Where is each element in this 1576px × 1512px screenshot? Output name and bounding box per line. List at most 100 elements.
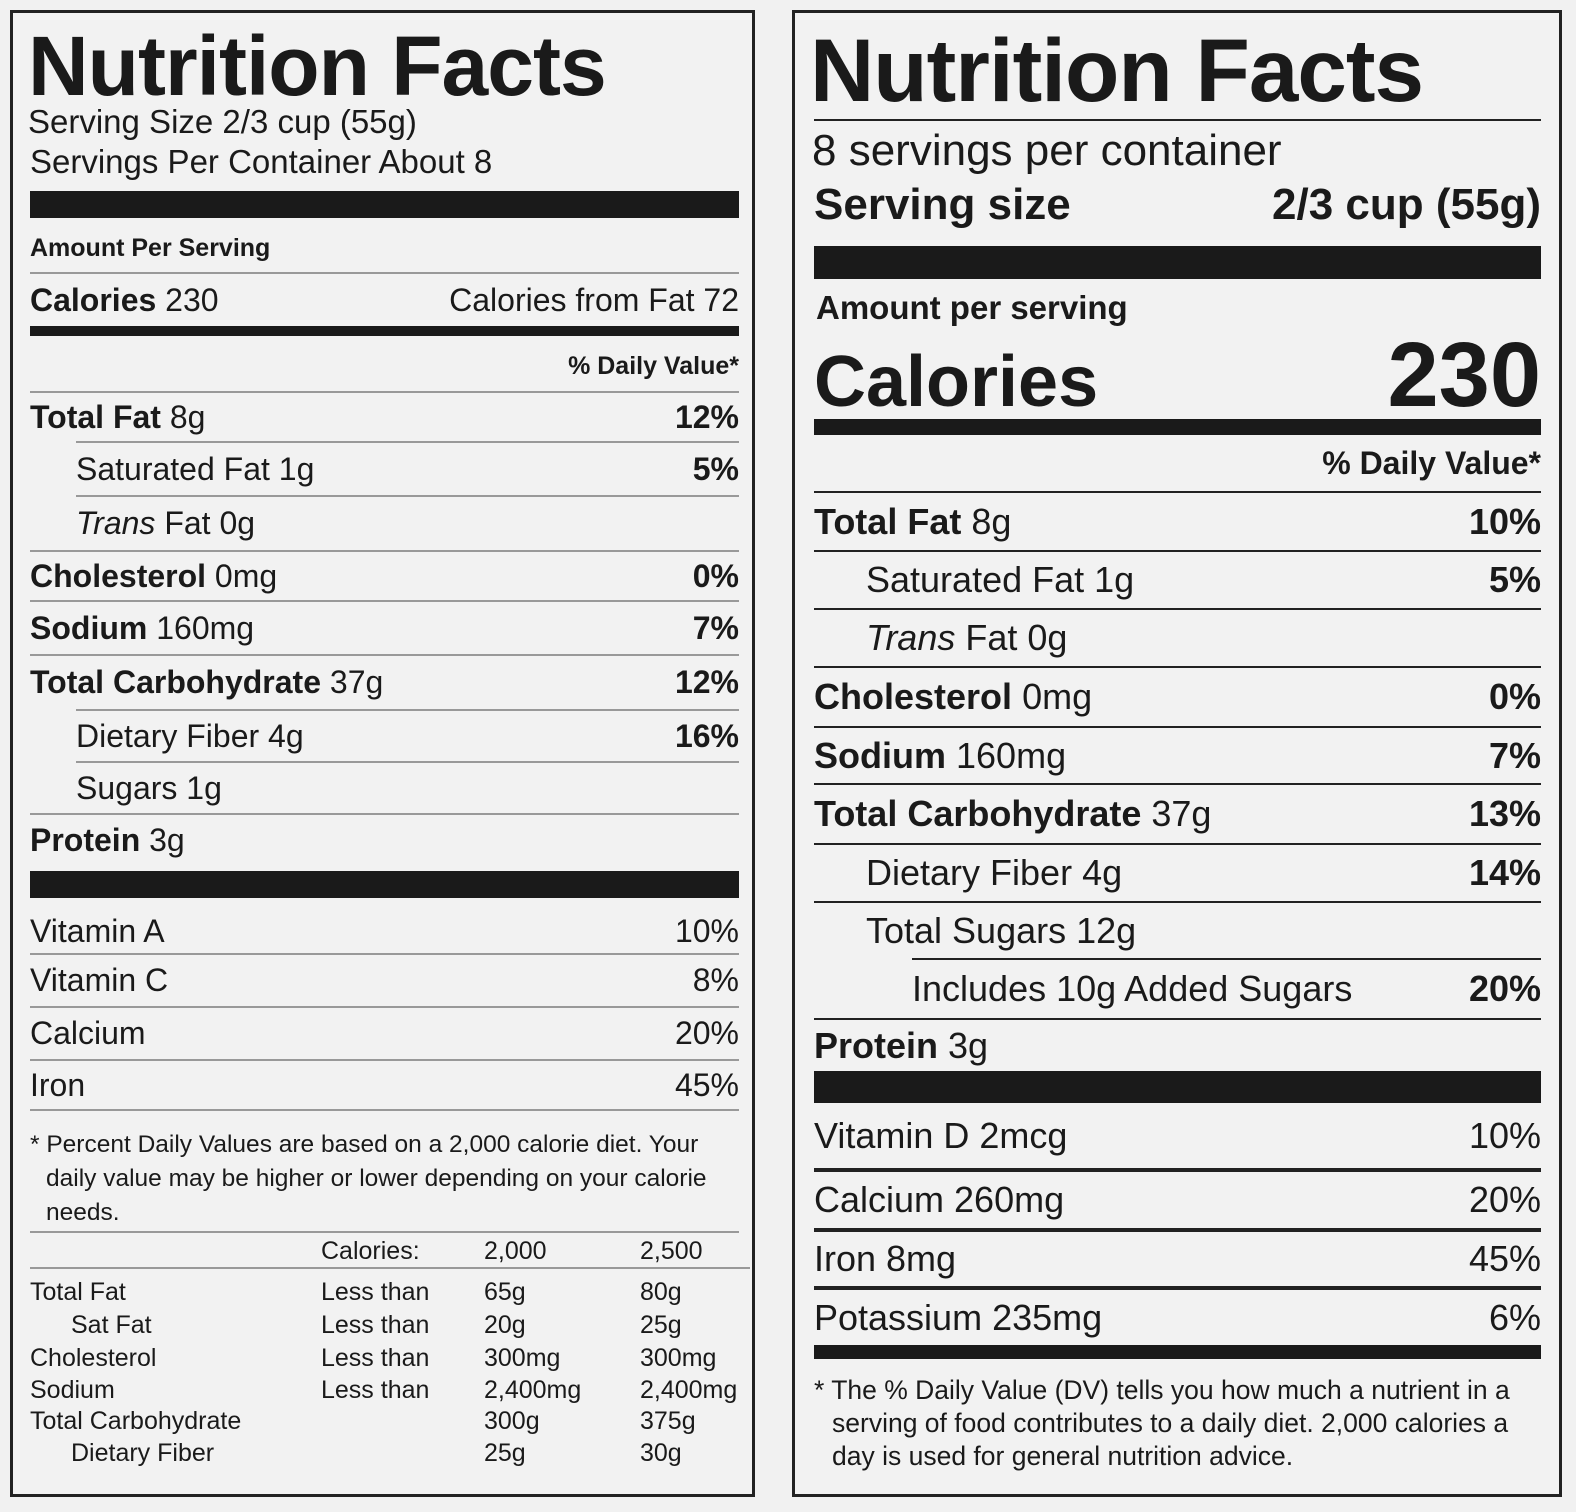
- dv-header: % Daily Value*: [1322, 444, 1541, 481]
- nutrient-amount: 4g: [268, 717, 304, 754]
- nutrient-dv: 14%: [1468, 852, 1541, 893]
- nutrient-name: Trans: [76, 505, 156, 541]
- ref-dv: 80g: [640, 1278, 682, 1306]
- nutrient-row: Sodium 160mg 7%: [814, 726, 1541, 783]
- nutrient-row: Trans Fat 0g: [814, 608, 1541, 666]
- calories-label: Calories: [30, 281, 157, 318]
- reference-header: Calories: 2,000 2,500: [30, 1235, 750, 1269]
- serving-size-value: 2/3 cup (55g): [1272, 180, 1541, 229]
- reference-row: Total Carbohydrate 300g 375g: [30, 1405, 750, 1437]
- ref-nutrient: Total Fat: [30, 1278, 126, 1306]
- vitamin-dv: 10%: [1468, 1114, 1541, 1156]
- nutrient-name: Cholesterol: [30, 557, 207, 594]
- nutrient-row: Total Fat 8g 10%: [814, 491, 1541, 550]
- ref-dv: 2,400mg: [640, 1376, 738, 1404]
- vitamin-row: Vitamin D 2mcg 10%: [814, 1103, 1541, 1168]
- ref-qualifier: Less than: [321, 1311, 430, 1339]
- calories-from-fat: Calories from Fat 72: [449, 281, 739, 318]
- ref-nutrient: Sat Fat: [71, 1311, 152, 1339]
- nutrient-amount: 160mg: [956, 734, 1067, 776]
- ref-dv: 20g: [484, 1311, 526, 1339]
- reference-row: Sodium Less than 2,400mg 2,400mg: [30, 1374, 750, 1406]
- vitamin-name: Vitamin C: [30, 962, 169, 998]
- vitamin-dv: 8%: [692, 962, 739, 998]
- vitamin-name: Calcium: [30, 1015, 146, 1051]
- vitamin-row: Iron 45%: [30, 1059, 739, 1111]
- nutrient-name: Dietary Fiber: [866, 852, 1073, 893]
- nutrient-name: Includes 10g Added Sugars: [912, 968, 1353, 1009]
- servings-per-container: Servings Per Container About 8: [30, 143, 493, 180]
- nutrient-row: Total Carbohydrate 37g 12%: [30, 654, 739, 709]
- ref-header-cell: 2,500: [640, 1237, 703, 1265]
- nutrient-amount: 3g: [948, 1024, 989, 1066]
- calories-row: Calories 230 Calories from Fat 72: [30, 272, 739, 326]
- nutrient-amount: 0mg: [214, 557, 278, 594]
- ref-nutrient: Dietary Fiber: [71, 1439, 215, 1467]
- ref-header-cell: Calories:: [321, 1237, 420, 1265]
- nutrient-dv: 16%: [674, 717, 739, 754]
- ref-nutrient: Cholesterol: [30, 1344, 157, 1372]
- nutrient-dv: 7%: [1488, 734, 1541, 776]
- nutrient-name: Total Sugars: [866, 909, 1067, 951]
- serving-size-row: Serving size 2/3 cup (55g): [814, 179, 1541, 231]
- thick-bar: [30, 191, 739, 218]
- ref-dv: 300mg: [640, 1344, 717, 1372]
- label-title: Nutrition Facts: [810, 20, 1424, 120]
- nutrient-dv: 20%: [1468, 968, 1541, 1009]
- nutrient-row: Trans Fat 0g: [76, 495, 739, 550]
- reference-row: Dietary Fiber 25g 30g: [30, 1437, 750, 1469]
- vitamin-row: Vitamin A 10%: [30, 906, 739, 956]
- left-label: Nutrition Facts Serving Size 2/3 cup (55…: [10, 10, 755, 1497]
- nutrient-dv: 13%: [1468, 793, 1541, 834]
- medium-bar: [814, 1345, 1541, 1359]
- ref-dv: 2,400mg: [484, 1376, 582, 1404]
- nutrient-dv: 12%: [674, 664, 739, 700]
- nutrient-row: Cholesterol 0mg 0%: [30, 550, 739, 600]
- nutrient-amount: 160mg: [156, 609, 255, 646]
- nutrient-row: Total Fat 8g 12%: [30, 391, 739, 441]
- medium-bar: [814, 419, 1541, 435]
- nutrient-name: Dietary Fiber: [76, 717, 260, 754]
- nutrient-row: Sodium 160mg 7%: [30, 600, 739, 654]
- nutrient-row: Saturated Fat 1g 5%: [76, 441, 739, 495]
- nutrient-dv: 0%: [692, 557, 739, 594]
- nutrient-amount: Fat 0g: [164, 505, 256, 541]
- nutrient-amount: 37g: [329, 664, 384, 700]
- nutrient-row: Protein 3g: [30, 813, 739, 865]
- ref-nutrient: Total Carbohydrate: [30, 1407, 242, 1435]
- daily-value-header: % Daily Value*: [814, 437, 1541, 489]
- vitamin-dv: 10%: [674, 912, 739, 949]
- thick-bar: [30, 871, 739, 898]
- vitamin-name: Calcium 260mg: [814, 1179, 1065, 1220]
- nutrient-amount: 4g: [1082, 852, 1123, 893]
- nutrient-amount: 1g: [1094, 559, 1135, 600]
- ref-dv: 65g: [484, 1278, 526, 1306]
- ref-dv: 25g: [484, 1439, 526, 1467]
- reference-row: Cholesterol Less than 300mg 300mg: [30, 1342, 750, 1374]
- nutrient-dv: 0%: [1488, 676, 1541, 717]
- thick-bar: [814, 246, 1541, 279]
- nutrient-amount: 0mg: [1022, 676, 1093, 717]
- reference-row: Total Fat Less than 65g 80g: [30, 1276, 750, 1308]
- divider: [30, 1231, 739, 1233]
- calories: Calories 230: [30, 282, 219, 319]
- vitamin-name: Vitamin A: [30, 912, 165, 949]
- nutrient-amount: Fat 0g: [965, 617, 1068, 658]
- vitamin-name: Iron 8mg: [814, 1238, 957, 1279]
- nutrient-name: Sodium: [814, 734, 946, 776]
- ref-dv: 375g: [640, 1407, 696, 1435]
- vitamin-row: Iron 8mg 45%: [814, 1228, 1541, 1286]
- nutrient-row: Dietary Fiber 4g 16%: [76, 709, 739, 761]
- vitamin-row: Calcium 260mg 20%: [814, 1168, 1541, 1228]
- vitamin-name: Potassium 235mg: [814, 1296, 1103, 1338]
- nutrient-amount: 3g: [149, 821, 185, 858]
- vitamin-row: Vitamin C 8%: [30, 953, 739, 1006]
- nutrient-dv: 10%: [1468, 500, 1541, 542]
- medium-bar: [30, 326, 739, 336]
- amount-per-serving: Amount Per Serving: [30, 234, 271, 262]
- nutrient-row: Includes 10g Added Sugars 20%: [912, 958, 1541, 1018]
- vitamin-dv: 20%: [674, 1015, 739, 1051]
- calories-row: Calories 230: [814, 323, 1541, 426]
- ref-qualifier: Less than: [321, 1344, 430, 1372]
